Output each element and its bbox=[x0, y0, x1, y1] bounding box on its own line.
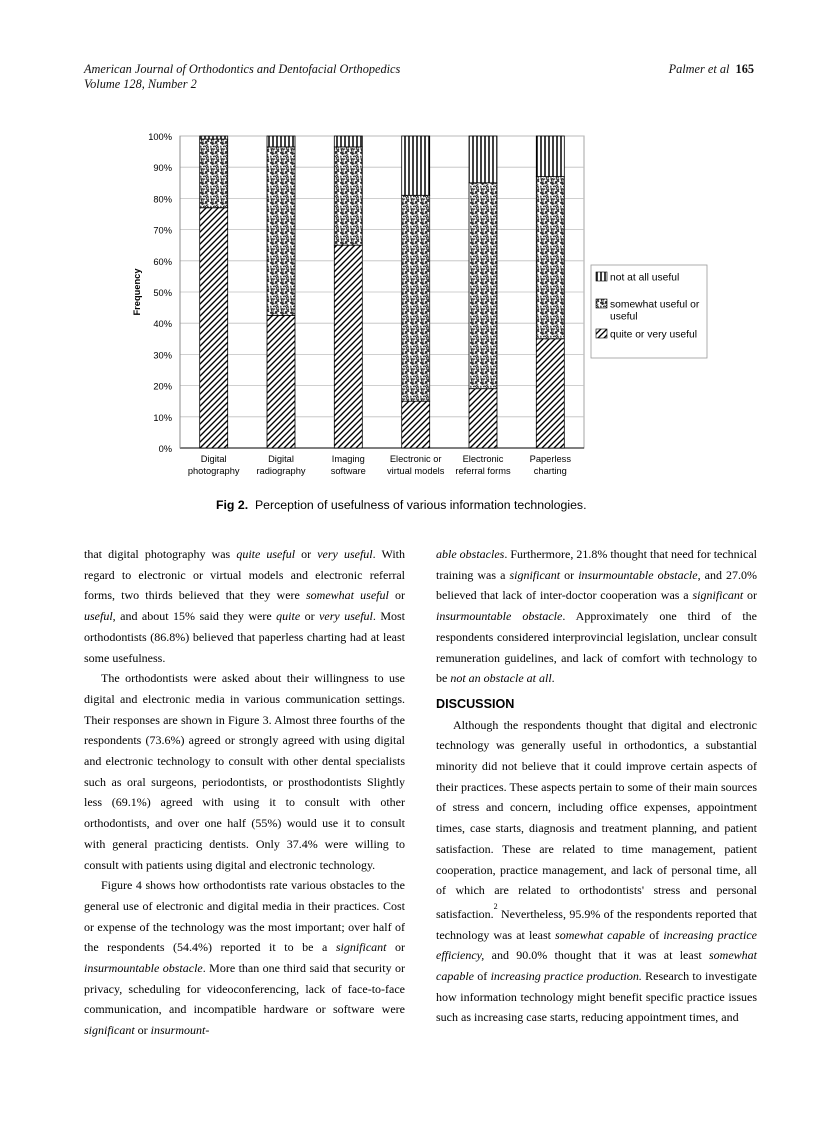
svg-text:60%: 60% bbox=[153, 257, 172, 267]
svg-text:Electronic: Electronic bbox=[463, 454, 504, 464]
svg-text:50%: 50% bbox=[153, 288, 172, 298]
svg-text:somewhat useful or: somewhat useful or bbox=[610, 300, 700, 311]
svg-text:Frequency: Frequency bbox=[132, 268, 142, 316]
svg-text:20%: 20% bbox=[153, 382, 172, 392]
svg-text:charting: charting bbox=[534, 466, 567, 476]
svg-text:referral forms: referral forms bbox=[455, 466, 511, 476]
svg-text:80%: 80% bbox=[153, 194, 172, 204]
svg-text:useful: useful bbox=[610, 312, 637, 323]
svg-text:30%: 30% bbox=[153, 350, 172, 360]
svg-text:not at all useful: not at all useful bbox=[610, 273, 679, 284]
svg-text:Digital: Digital bbox=[268, 454, 294, 464]
svg-text:Paperless: Paperless bbox=[530, 454, 572, 464]
svg-text:Digital: Digital bbox=[201, 454, 227, 464]
svg-text:90%: 90% bbox=[153, 163, 172, 173]
svg-text:Electronic or: Electronic or bbox=[390, 454, 442, 464]
svg-text:quite or very useful: quite or very useful bbox=[610, 330, 697, 341]
svg-text:40%: 40% bbox=[153, 319, 172, 329]
svg-text:virtual models: virtual models bbox=[387, 466, 445, 476]
svg-text:10%: 10% bbox=[153, 413, 172, 423]
svg-text:photography: photography bbox=[188, 466, 240, 476]
svg-text:radiography: radiography bbox=[256, 466, 305, 476]
svg-text:Imaging: Imaging bbox=[332, 454, 365, 464]
svg-text:70%: 70% bbox=[153, 226, 172, 236]
svg-text:100%: 100% bbox=[148, 132, 172, 142]
svg-text:software: software bbox=[331, 466, 366, 476]
svg-text:0%: 0% bbox=[159, 444, 172, 454]
